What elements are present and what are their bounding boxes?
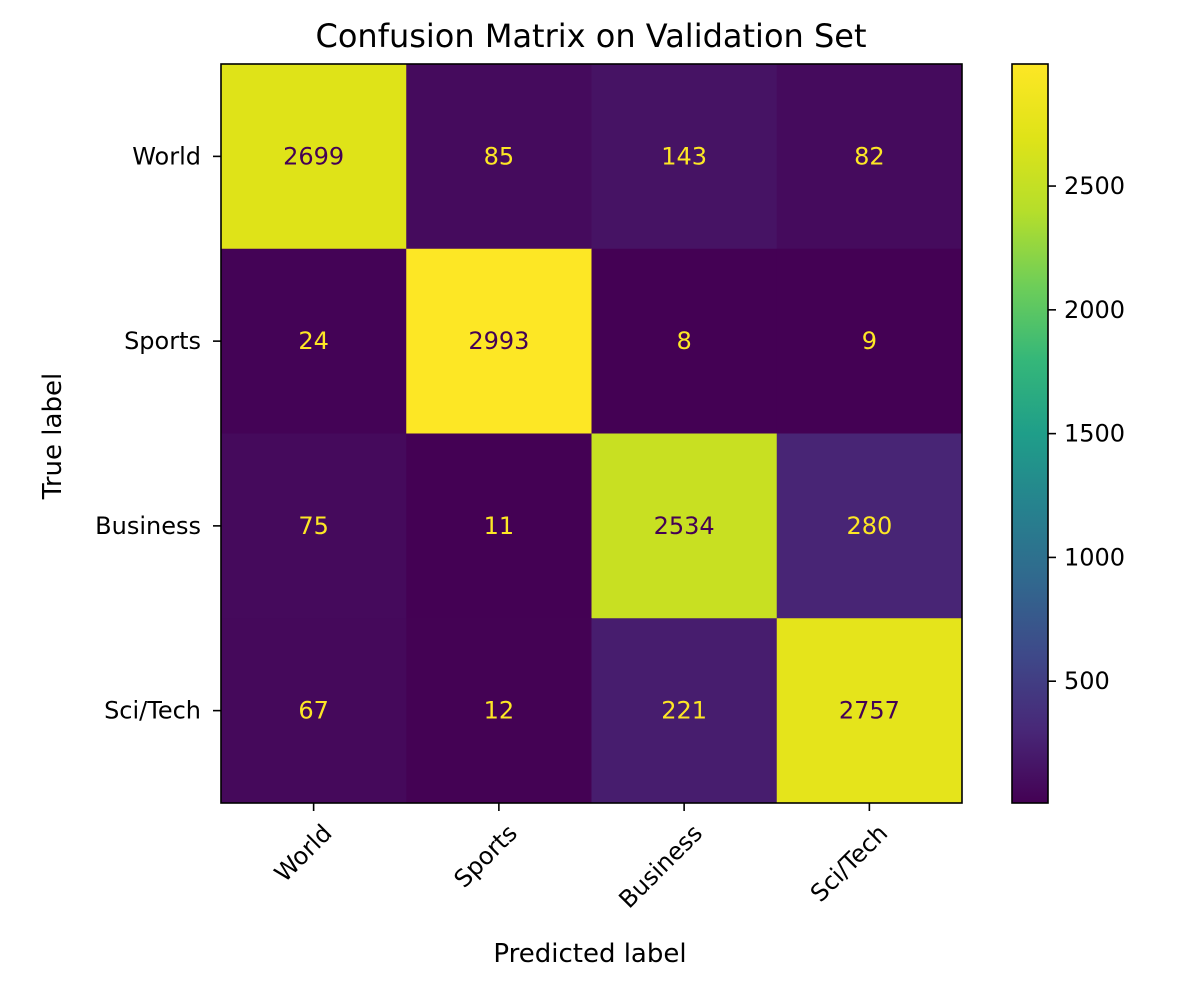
cell-value-label: 24 [298,327,329,355]
heatmap-cell [221,64,407,250]
heatmap-frame [220,63,963,804]
x-axis-label: Predicted label [493,939,686,969]
y-axis-label: True label [38,373,68,500]
cell-value-label: 67 [298,697,329,725]
x-axis-ticks: World Sports Business Sci/Tech [269,803,893,914]
x-tick-label: Business [613,819,708,914]
cell-value-label: 12 [484,697,515,725]
heatmap-cell [776,64,963,250]
heatmap-cell [591,248,778,434]
cell-value-label: 8 [676,327,691,355]
y-tick-label: World [132,142,201,170]
heatmap-cell [591,433,778,619]
cell-value-label: 2757 [839,697,900,725]
x-tick-label: World [269,819,337,887]
colorbar-tick-label: 2000 [1064,296,1125,324]
chart-title: Confusion Matrix on Validation Set [315,17,866,55]
heatmap-cell [221,433,407,619]
heatmap-cell [406,248,592,434]
x-tick-label: Sports [449,819,523,893]
colorbar-tick-label: 1500 [1064,420,1125,448]
cell-value-label: 280 [846,512,892,540]
heatmap-cell [221,618,407,804]
y-tick-label: Business [95,512,201,540]
heatmap-cell [591,64,778,250]
y-tick-label: Sci/Tech [104,697,201,725]
cell-value-label: 2993 [468,327,529,355]
cell-value-label: 82 [854,142,885,170]
heatmap-cell [776,618,963,804]
cell-value-label: 85 [484,142,515,170]
cell-value-label: 143 [661,142,707,170]
colorbar-gradient [1012,64,1048,803]
heatmap-cell [406,64,592,250]
heatmap-cell [221,248,407,434]
colorbar: 500 1000 1500 2000 2500 [1011,63,1125,804]
heatmap-cell [591,618,778,804]
cell-value-labels: 2699 85 143 82 24 2993 8 9 75 11 2534 280 67 12 221 275… [283,142,900,724]
colorbar-tick-label: 1000 [1064,543,1125,571]
cell-value-label: 11 [484,512,515,540]
heatmap-cell [406,433,592,619]
cell-value-label: 2699 [283,142,344,170]
cell-value-label: 75 [298,512,329,540]
colorbar-tick-label: 500 [1064,667,1110,695]
cell-value-label: 2534 [654,512,715,540]
heatmap-cell [406,618,592,804]
cell-value-label: 9 [862,327,877,355]
colorbar-tick-label: 2500 [1064,172,1125,200]
y-axis-ticks: World Sports Business Sci/Tech [95,142,221,725]
y-tick-label: Sports [124,327,201,355]
heatmap-cells [221,64,963,804]
x-tick-label: Sci/Tech [805,819,893,907]
cell-value-label: 221 [661,697,707,725]
heatmap-cell [776,248,963,434]
heatmap-cell [776,433,963,619]
colorbar-ticks: 500 1000 1500 2000 2500 [1048,172,1125,695]
